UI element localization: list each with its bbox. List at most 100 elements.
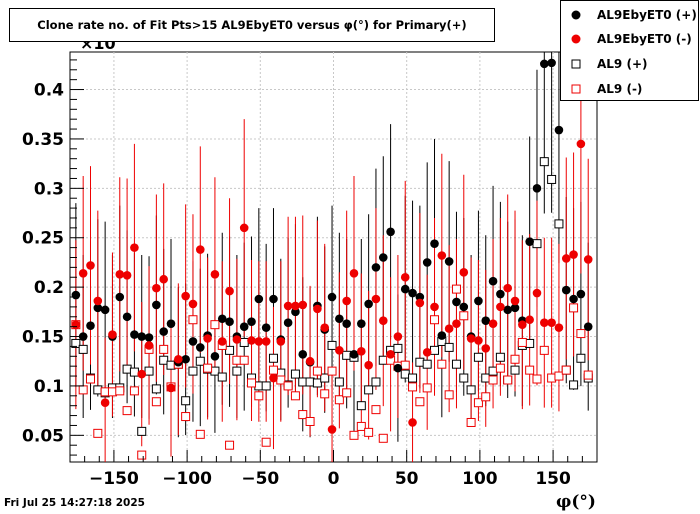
data-point (320, 373, 330, 383)
data-point (261, 381, 271, 391)
data-point (430, 345, 440, 355)
data-point (415, 298, 425, 308)
data-point (437, 251, 447, 260)
data-point (188, 366, 198, 376)
data-point (181, 354, 190, 364)
data-point (327, 292, 337, 302)
data-point (371, 405, 381, 415)
data-point (254, 337, 264, 346)
data-point (517, 337, 527, 347)
data-point (254, 381, 264, 391)
legend-item-al9-minus: AL9 (-) (561, 77, 700, 101)
data-point (283, 318, 293, 327)
data-point (247, 378, 257, 388)
y-tick-label: 0.4 (34, 81, 64, 101)
data-point (481, 392, 491, 402)
data-point (569, 303, 579, 313)
data-point (232, 335, 242, 344)
legend-label: AL9EbyET0 (-) (597, 32, 692, 46)
filled-circle-icon (571, 34, 581, 44)
data-point (115, 386, 125, 396)
data-point (547, 318, 556, 327)
data-marks (71, 58, 593, 460)
data-point (378, 355, 388, 365)
data-point (583, 322, 593, 331)
data-point (525, 237, 534, 246)
data-point (408, 373, 418, 383)
data-point (474, 336, 483, 345)
data-point (335, 314, 344, 324)
data-point (583, 370, 593, 380)
x-axis-label: φ(°) (556, 492, 596, 512)
data-point (152, 300, 161, 310)
data-point (583, 255, 593, 264)
data-point (334, 395, 344, 405)
data-point (422, 348, 432, 357)
data-point (576, 139, 586, 149)
data-point (503, 305, 513, 315)
data-point (378, 253, 388, 262)
data-point (239, 337, 249, 347)
data-point (400, 369, 410, 379)
data-point (130, 243, 139, 252)
data-point (93, 303, 103, 313)
data-point (539, 157, 549, 167)
data-point (466, 385, 476, 395)
data-point (451, 359, 461, 369)
data-point (335, 346, 344, 355)
y-tick-label: 0.15 (22, 328, 64, 348)
data-point (539, 345, 549, 355)
data-point (488, 319, 498, 328)
data-point (451, 284, 461, 294)
data-point (357, 347, 366, 356)
data-point (466, 334, 476, 343)
data-point (576, 289, 586, 299)
data-point (334, 377, 344, 387)
data-point (327, 425, 337, 434)
x-tick-label: −100 (162, 469, 212, 489)
data-point (364, 360, 373, 370)
legend-item-al9ebyet0-plus: AL9EbyET0 (+) (561, 3, 700, 27)
data-point (144, 333, 154, 342)
data-point (364, 427, 374, 437)
data-point (269, 294, 278, 304)
data-point (386, 350, 395, 359)
data-point (298, 300, 308, 310)
data-point (459, 268, 469, 277)
data-point (276, 337, 286, 346)
data-point (290, 391, 300, 401)
data-point (217, 314, 227, 324)
data-point (71, 320, 81, 329)
data-point (78, 385, 88, 395)
data-point (137, 369, 147, 379)
data-point (115, 292, 125, 302)
data-point (305, 356, 315, 366)
data-point (364, 299, 373, 309)
data-point (78, 344, 88, 354)
data-point (452, 297, 461, 307)
data-point (415, 292, 425, 302)
data-point (188, 299, 198, 309)
data-point (137, 426, 147, 436)
data-point (254, 294, 264, 304)
data-point (496, 289, 505, 299)
data-point (510, 303, 520, 313)
data-point (159, 274, 168, 284)
data-point (254, 391, 264, 401)
data-point (400, 360, 410, 370)
data-point (93, 385, 103, 395)
data-point (554, 219, 564, 229)
data-point (532, 288, 542, 298)
data-point (554, 323, 564, 332)
data-point (378, 316, 388, 326)
data-point (122, 406, 132, 416)
data-point (393, 343, 403, 353)
data-point (444, 257, 454, 266)
data-point (85, 374, 95, 384)
y-tick-label: 0.3 (34, 179, 64, 199)
data-point (378, 433, 388, 443)
data-point (151, 384, 161, 394)
data-point (225, 345, 235, 355)
legend-item-al9-plus: AL9 (+) (561, 52, 700, 76)
